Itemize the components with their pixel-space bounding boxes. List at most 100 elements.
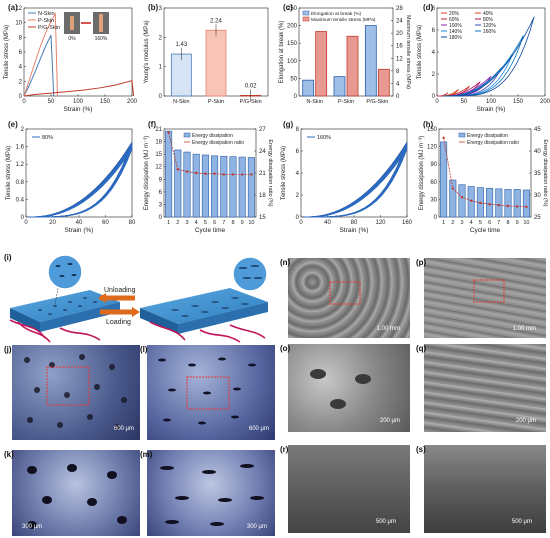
y-tick-label: 0.4: [16, 197, 25, 203]
x-tick-label: 40: [324, 220, 331, 226]
panel-label-p: (p): [416, 258, 427, 267]
micrograph-j: 600 μm: [12, 345, 140, 440]
bar-energy-dissipation: [201, 154, 209, 218]
sem-r: 500 μm: [288, 445, 410, 533]
panel-label-g: (g): [283, 120, 294, 129]
bar-p-skin: [205, 29, 227, 97]
y-tick-label: 150: [427, 127, 438, 133]
bar-energy-dissipation: [174, 149, 182, 218]
y-tick-label: 21: [155, 127, 162, 133]
x-tick-label: 200: [540, 99, 550, 105]
legend-label: Maximum tensile stress (MPa): [311, 17, 376, 23]
y-tick-label: 1.2: [16, 162, 25, 168]
legend-label: P/G-Skin: [38, 25, 60, 31]
row-charts-2: (e) 0 20 40 60 80 0 0.4 0.8 1.2 1.6 2 Strain (%) Tens…: [0, 115, 550, 250]
chart-h: (h) 0 30 60 90 120 150 Cycle time Energy dissipa…: [419, 120, 548, 234]
plot-frame: [298, 7, 394, 97]
x-tick-label: P/G-Skin: [240, 99, 262, 105]
legend-label: P-Skin: [38, 18, 54, 24]
illustration-i: (i): [0, 250, 275, 345]
y-tick-label: 4: [432, 50, 436, 56]
x-axis-label: Strain (%): [65, 227, 94, 234]
x-tick-label: 10: [248, 220, 254, 226]
y-axis-label: Tensile stress (MPa): [4, 25, 10, 79]
x-tick-label: 60: [102, 220, 109, 226]
y-tick-label: 90: [430, 162, 437, 168]
legend-label: 20%: [449, 11, 460, 17]
y-tick-label: 250: [287, 6, 298, 12]
panel-label-h: (h): [423, 120, 434, 129]
legend-label: 180%: [449, 35, 462, 41]
x-tick-label: 4: [470, 220, 473, 226]
ratio-point: [176, 168, 179, 171]
panel-label-s: (s): [416, 445, 426, 454]
legend-label: 80%: [42, 135, 53, 141]
y2-tick-label: 35: [534, 171, 541, 177]
y-tick-label: 2: [19, 79, 23, 85]
bar-elongation: [364, 25, 377, 97]
sem-s: 500 μm: [424, 445, 546, 533]
x-tick-label: 6: [488, 220, 491, 226]
bar-energy-dissipation: [165, 130, 173, 218]
panel-label-b: (b): [148, 3, 159, 12]
cycle-loop: [30, 147, 133, 218]
y-tick-label: 2: [432, 72, 436, 78]
y-tick-label: 100: [287, 59, 298, 65]
ratio-point: [442, 136, 445, 139]
x-axis-label: Strain (%): [340, 227, 369, 234]
x-tick-label: 4: [195, 220, 198, 226]
x-tick-label: 80: [129, 220, 136, 226]
y-tick-label: 50: [290, 76, 297, 82]
bar-energy-dissipation: [449, 179, 457, 218]
bar-elongation: [302, 79, 315, 97]
panel-label-e: (e): [8, 120, 18, 129]
ratio-line: [443, 137, 527, 208]
y-tick-label: 8: [296, 127, 300, 133]
x-tick-label: 40: [76, 220, 83, 226]
bar-energy-dissipation: [504, 189, 512, 218]
y-tick-label: 10: [15, 21, 22, 27]
x-tick-label: 1: [167, 220, 170, 226]
x-tick-label: P-Skin: [338, 99, 354, 105]
bar-energy-dissipation: [192, 153, 200, 218]
series-line-p/g-skin: [23, 79, 135, 97]
ratio-point: [167, 131, 170, 134]
y-tick-label: 30: [430, 197, 437, 203]
ratio-point: [460, 196, 464, 199]
ratio-point: [231, 173, 235, 176]
panel-label-k: (k): [4, 450, 14, 459]
x-tick-label: 20: [49, 220, 56, 226]
y-tick-label: 3: [159, 202, 163, 208]
zoom-circle-right: [232, 256, 268, 292]
x-axis-label: Strain (%): [64, 106, 93, 113]
y2-tick-label: 30: [534, 193, 541, 199]
y-tick-label: 3: [159, 6, 163, 12]
y2-tick-label: 15: [259, 215, 266, 221]
x-tick-label: 3: [460, 220, 463, 226]
y-tick-label: 8: [432, 6, 436, 12]
slab-stretched: [140, 288, 268, 343]
sem-p: 1.00 mm: [424, 258, 546, 338]
y-tick-label: 2: [21, 127, 25, 133]
y2-tick-label: 8: [396, 69, 400, 75]
y-tick-label: 1.6: [16, 145, 25, 151]
bar-energy-dissipation: [440, 141, 448, 218]
bar-elongation: [333, 76, 346, 97]
y-tick-label: 0.8: [16, 180, 25, 186]
ratio-point: [213, 172, 216, 175]
y2-tick-label: 24: [396, 19, 403, 25]
bar-energy-dissipation: [229, 156, 237, 218]
y-tick-label: 9: [159, 177, 163, 183]
y-axis-label: Elongation at break (%): [279, 21, 285, 84]
legend-label: N-Skin: [38, 11, 55, 17]
x-tick-label: 50: [48, 99, 55, 105]
y2-tick-label: 0: [396, 94, 400, 100]
sem-q: 200 μm: [424, 344, 546, 432]
ratio-point: [451, 187, 454, 190]
inset-sample-left: [70, 16, 74, 30]
x-tick-label: 5: [479, 220, 482, 226]
legend-swatch: [302, 16, 310, 22]
y-tick-label: 15: [155, 152, 162, 158]
chart-g: (g) 0 40 80 120 160 0 2 4 6 8 Strain (%) Tensile str…: [281, 120, 413, 234]
panel-label-c: (c): [283, 3, 293, 12]
